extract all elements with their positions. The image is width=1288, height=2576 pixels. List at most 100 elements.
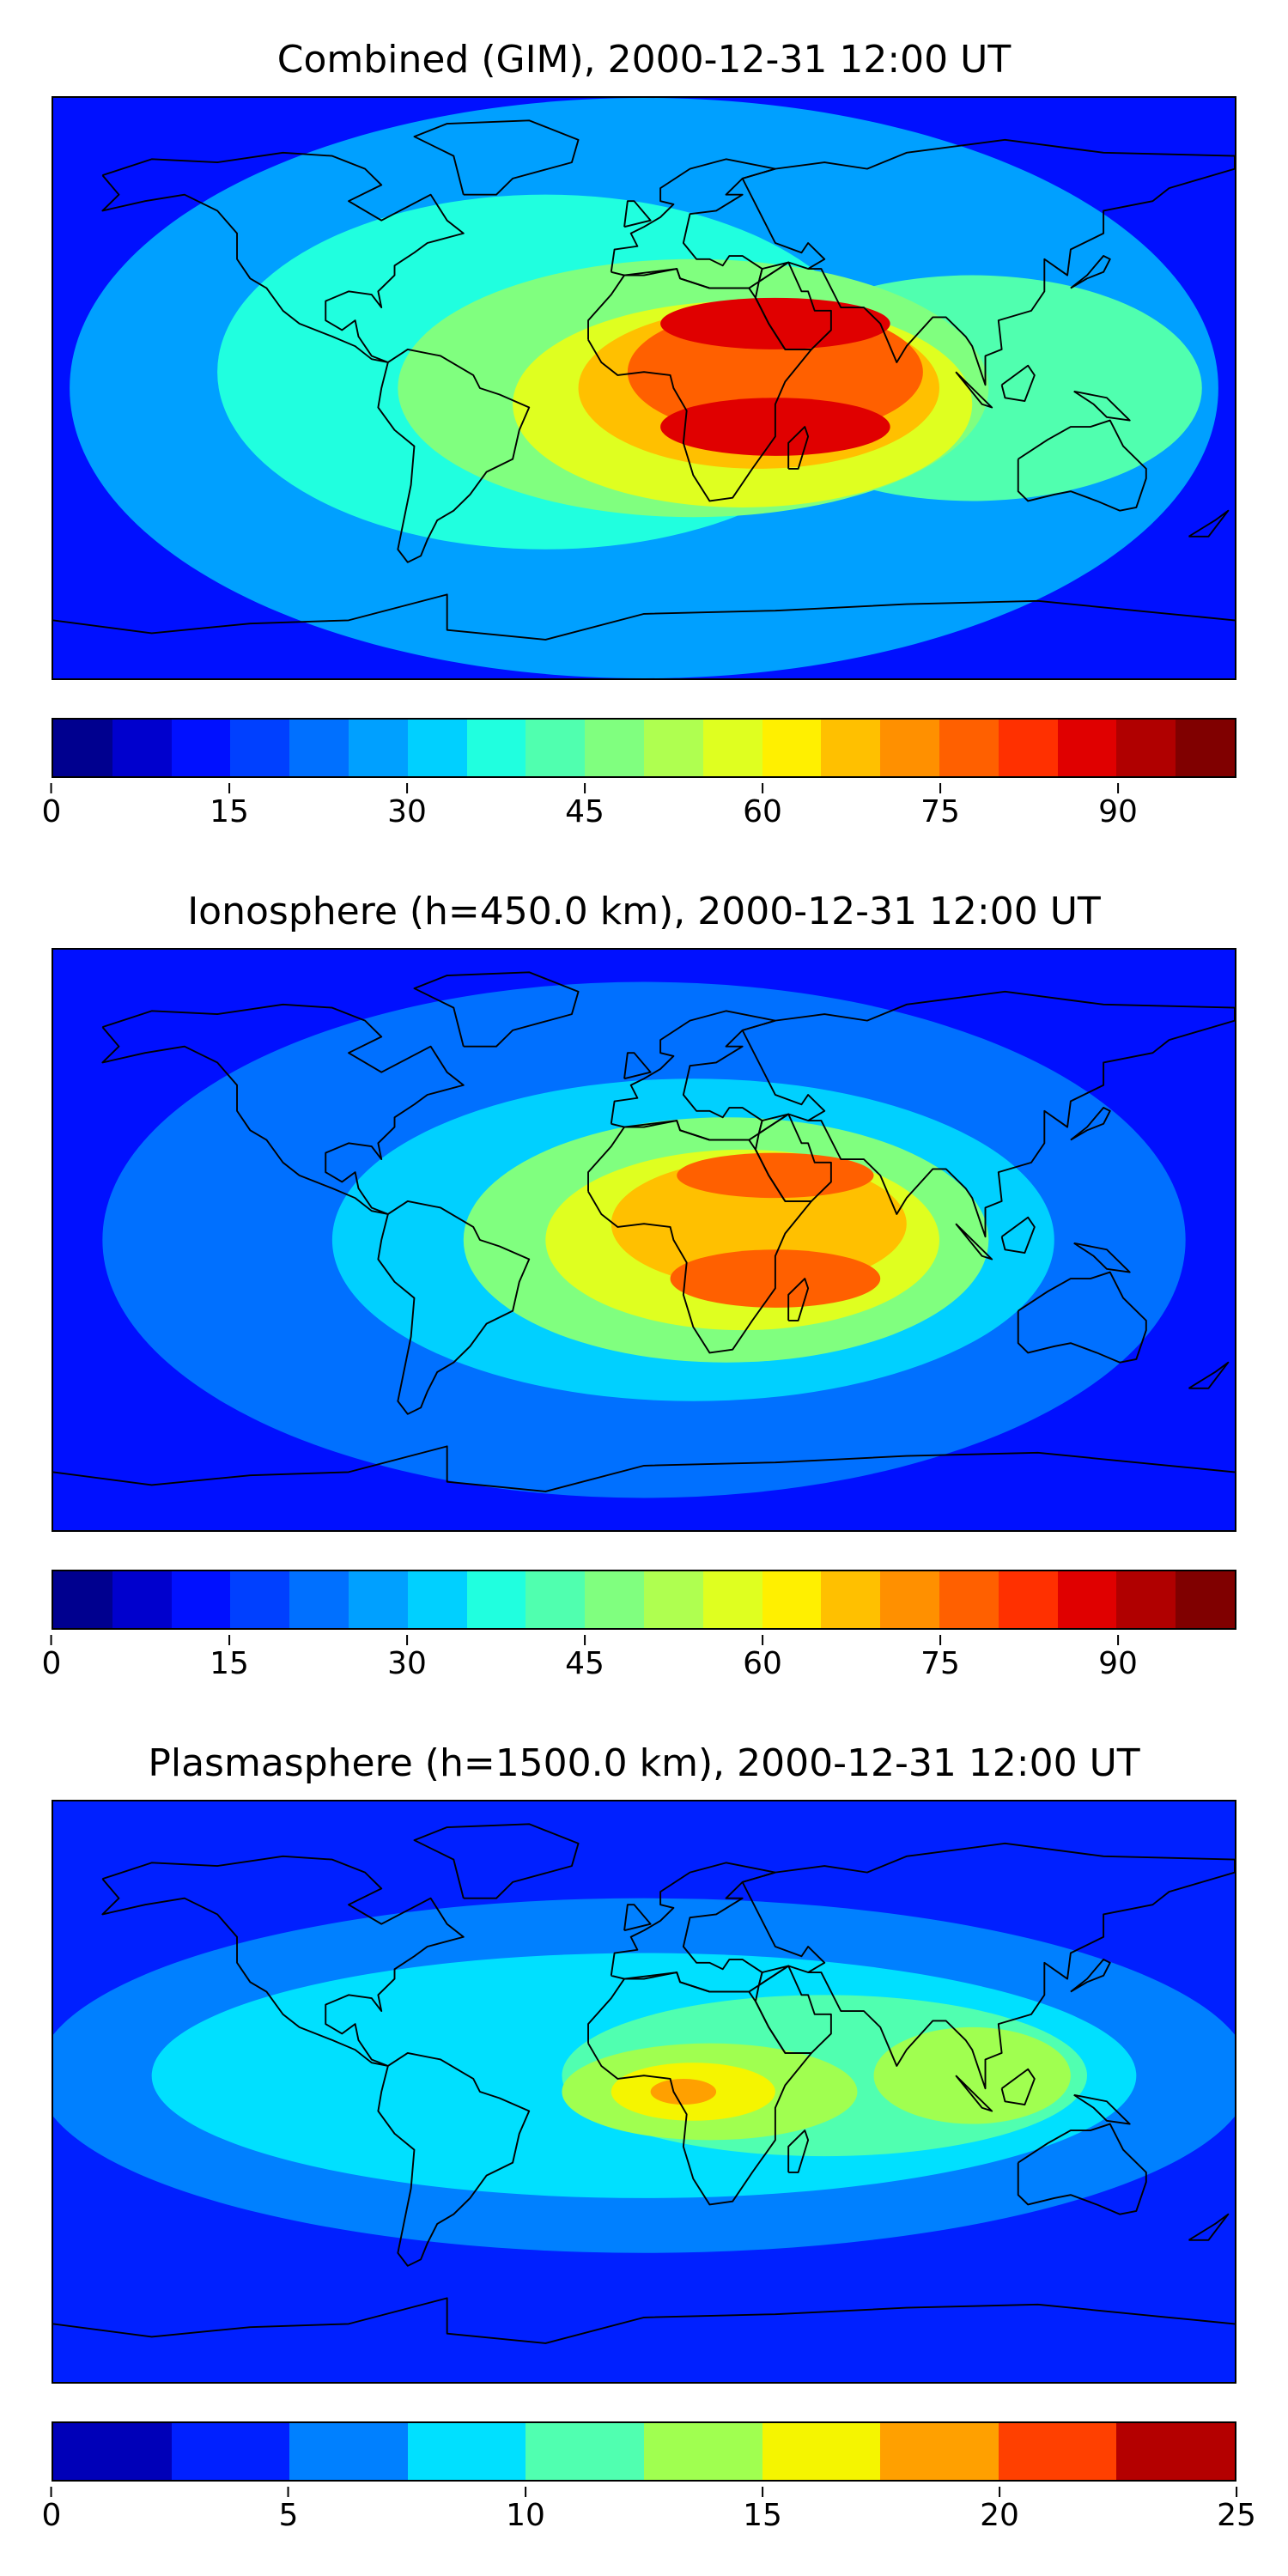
colorbar-tick-label: 15: [210, 1646, 249, 1681]
colorbar-tick-label: 75: [920, 794, 960, 829]
colorbar-segment: [939, 1571, 999, 1628]
panel-title-combined: Combined (GIM), 2000-12-31 12:00 UT: [276, 38, 1012, 82]
colorbar-plasmasphere: [52, 2421, 1236, 2482]
coastline-9: [955, 1223, 993, 1261]
colorbar-segment: [466, 720, 526, 776]
coastline-13: [53, 1445, 1235, 1492]
panel-title-plasmasphere: Plasmasphere (h=1500.0 km), 2000-12-31 1…: [148, 1741, 1140, 1785]
colorbar-segment: [289, 720, 349, 776]
colorbar-combined: [52, 718, 1236, 778]
colorbar-tick-label: 60: [743, 1646, 782, 1681]
colorbar-segment: [821, 1571, 881, 1628]
colorbar-segment: [1057, 1571, 1117, 1628]
contour-region-6: [650, 2078, 717, 2105]
colorbar-segment: [702, 1571, 762, 1628]
colorbar-segment: [171, 720, 231, 776]
colorbar-segment: [53, 720, 112, 776]
coastline-0: [101, 151, 465, 363]
colorbar-ticks-combined: 0 15 30 45 60 75 90: [42, 794, 1236, 847]
coastline-9: [955, 371, 993, 409]
colorbar-tick-label: 5: [278, 2498, 299, 2533]
colorbar-ionosphere: [52, 1570, 1236, 1630]
map-plasmasphere: [52, 1800, 1236, 2384]
coastline-14: [623, 1052, 652, 1080]
coastline-5: [741, 138, 1235, 386]
coastline-2: [413, 119, 580, 196]
colorbar-segment: [53, 2423, 172, 2480]
colorbar-tick-label: 0: [41, 1646, 62, 1681]
colorbar-segment: [998, 720, 1058, 776]
coastline-5: [741, 990, 1235, 1238]
coastline-15: [1188, 1361, 1230, 1389]
colorbar-segment: [880, 1571, 939, 1628]
colorbar-segment: [407, 1571, 467, 1628]
colorbar-tick-label: 20: [980, 2498, 1019, 2533]
colorbar-tick-label: 25: [1217, 2498, 1256, 2533]
colorbar-segment: [1116, 1571, 1176, 1628]
coastline-11: [1073, 1242, 1131, 1273]
contour-region-7: [660, 297, 890, 349]
colorbar-segment: [1057, 720, 1117, 776]
map-combined: [52, 96, 1236, 680]
colorbar-tick-label: 90: [1098, 1646, 1138, 1681]
coastline-1: [377, 348, 531, 563]
contour-region-5: [677, 1152, 874, 1199]
colorbar-segment: [762, 1571, 822, 1628]
colorbar-segment: [880, 2423, 999, 2480]
contour-map-combined: [53, 98, 1235, 678]
coastline-7: [1017, 1271, 1147, 1364]
coastline-2: [413, 971, 580, 1048]
coastline-14: [623, 200, 652, 228]
colorbar-tick-label: 45: [565, 794, 605, 829]
coastline-15: [1188, 2213, 1230, 2241]
coastline-1: [377, 2051, 531, 2267]
colorbar-segment: [762, 2423, 881, 2480]
coastline-6: [755, 1965, 832, 2054]
coastline-12: [1070, 255, 1111, 289]
colorbar-tick-label: 0: [41, 794, 62, 829]
colorbar-ticks-plasmasphere: 0 5 10 15 20 25: [42, 2498, 1256, 2550]
colorbar-segment: [1116, 720, 1176, 776]
colorbar-segment: [702, 720, 762, 776]
colorbar-segment: [171, 2423, 290, 2480]
coastline-7: [1017, 419, 1147, 512]
coastline-4: [587, 1971, 812, 2206]
coastline-10: [1000, 364, 1036, 402]
contour-region-4: [873, 2026, 1071, 2124]
colorbar-segment: [880, 720, 939, 776]
colorbar-segment: [643, 720, 703, 776]
coastline-8: [787, 426, 810, 470]
coastline-6: [755, 1113, 832, 1202]
colorbar-segment: [821, 720, 881, 776]
map-ionosphere: [52, 948, 1236, 1532]
colorbar-segment: [998, 2423, 1117, 2480]
colorbar-segment: [585, 720, 644, 776]
colorbar-segment: [466, 1571, 526, 1628]
colorbar-segment: [643, 2423, 762, 2480]
coastline-4: [587, 1120, 812, 1354]
coastline-6: [755, 261, 832, 350]
coastline-5: [741, 1842, 1235, 2090]
colorbar-segment: [1176, 1571, 1235, 1628]
colorbar-tick-label: 75: [920, 1646, 960, 1681]
colorbar-segment: [171, 1571, 231, 1628]
colorbar-segment: [1176, 720, 1235, 776]
colorbar-tick-label: 90: [1098, 794, 1138, 829]
colorbar-tick-label: 30: [387, 794, 427, 829]
coastline-9: [955, 2075, 993, 2112]
colorbar-ticks-ionosphere: 0 15 30 45 60 75 90: [42, 1646, 1236, 1698]
coastline-11: [1073, 2093, 1131, 2125]
coastline-13: [53, 2297, 1235, 2344]
colorbar-tick-label: 45: [565, 1646, 605, 1681]
coastline-8: [787, 2129, 810, 2173]
colorbar-tick-label: 10: [506, 2498, 545, 2533]
coastline-0: [101, 1855, 465, 2067]
colorbar-segment: [53, 1571, 112, 1628]
colorbar-segment: [348, 720, 408, 776]
colorbar-segment: [526, 720, 586, 776]
coastline-7: [1017, 2123, 1147, 2215]
panel-title-ionosphere: Ionosphere (h=450.0 km), 2000-12-31 12:0…: [187, 890, 1101, 933]
coastline-12: [1070, 1107, 1111, 1141]
colorbar-segment: [348, 1571, 408, 1628]
coastline-15: [1188, 509, 1230, 538]
